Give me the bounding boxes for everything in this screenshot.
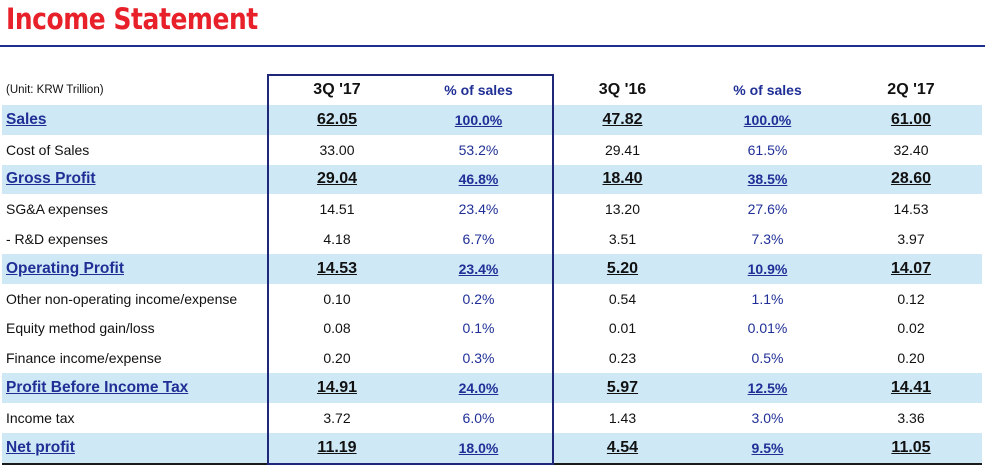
value-3q16-cell: 13.20 bbox=[604, 201, 641, 218]
value-3q16-cell: 0.23 bbox=[608, 350, 637, 367]
value-3q16-cell: 0.54 bbox=[608, 290, 637, 307]
value-2q17-cell: 32.40 bbox=[893, 141, 929, 158]
row-label: Gross Profit bbox=[2, 164, 267, 195]
pct-3q16-cell: 0.5% bbox=[751, 350, 784, 367]
row-label: Sales bbox=[2, 105, 267, 135]
table-row: Finance income/expense 0.20 0.3% 0.23 0.5% 0.… bbox=[2, 343, 982, 373]
column-header-3q17: 3Q '17 bbox=[313, 81, 361, 98]
pct-3q17-cell: 0.3% bbox=[462, 350, 495, 367]
value-2q17-cell: 0.12 bbox=[897, 290, 925, 307]
pct-3q17-cell: 6.7% bbox=[462, 231, 495, 248]
value-3q17-cell: 29.04 bbox=[267, 164, 407, 195]
table-row: Profit Before Income Tax 14.91 24.0% 5.97 12… bbox=[2, 373, 982, 403]
table-row: - R&D expenses 4.18 6.7% 3.51 7.3% 3.97 bbox=[2, 224, 982, 254]
value-3q16-cell: 47.82 bbox=[550, 105, 695, 135]
pct-3q17-cell: 23.4% bbox=[407, 253, 550, 284]
value-3q16-cell: 3.51 bbox=[608, 231, 637, 248]
value-2q17-cell: 3.36 bbox=[897, 409, 925, 426]
value-2q17-cell: 61.00 bbox=[840, 105, 982, 135]
row-label: Profit Before Income Tax bbox=[2, 373, 267, 403]
column-header-3q16: 3Q '16 bbox=[598, 81, 647, 98]
table-row: Net profit 11.19 18.0% 4.54 9.5% 11.05 bbox=[2, 432, 982, 465]
pct-3q17-cell: 18.0% bbox=[407, 432, 550, 465]
column-header-pct-3q16: % of sales bbox=[733, 82, 802, 98]
value-3q17-cell: 0.08 bbox=[323, 320, 351, 337]
pct-3q17-cell: 24.0% bbox=[407, 373, 550, 403]
row-label: Equity method gain/loss bbox=[6, 320, 155, 337]
column-header-pct-3q17: % of sales bbox=[444, 82, 513, 98]
row-label: Operating Profit bbox=[2, 253, 267, 284]
pct-3q16-cell: 61.5% bbox=[747, 141, 788, 158]
row-label: Other non-operating income/expense bbox=[6, 290, 238, 307]
table-row: SG&A expenses 14.51 23.4% 13.20 27.6% 14.53 bbox=[2, 194, 982, 224]
table-row: Gross Profit 29.04 46.8% 18.40 38.5% 28.60 bbox=[2, 164, 982, 195]
value-3q17-cell: 0.20 bbox=[323, 350, 351, 367]
value-2q17-cell: 0.20 bbox=[897, 350, 925, 367]
value-3q17-cell: 11.19 bbox=[267, 432, 407, 465]
page-title: Income Statement bbox=[6, 2, 258, 36]
value-3q16-cell: 1.43 bbox=[608, 409, 637, 426]
value-2q17-cell: 14.41 bbox=[840, 373, 982, 403]
row-label: Finance income/expense bbox=[6, 350, 162, 367]
row-label: SG&A expenses bbox=[6, 201, 108, 218]
value-3q17-cell: 14.91 bbox=[267, 373, 407, 403]
table-row: Operating Profit 14.53 23.4% 5.20 10.9% 14.07 bbox=[2, 253, 982, 284]
value-2q17-cell: 11.05 bbox=[840, 432, 982, 465]
pct-3q16-cell: 1.1% bbox=[751, 290, 784, 307]
pct-3q16-cell: 9.5% bbox=[695, 432, 840, 465]
value-2q17-cell: 0.02 bbox=[897, 320, 925, 337]
title-divider bbox=[0, 45, 985, 47]
pct-3q17-cell: 53.2% bbox=[458, 141, 499, 158]
value-3q17-cell: 14.51 bbox=[319, 201, 355, 218]
table-row: Income tax 3.72 6.0% 1.43 3.0% 3.36 bbox=[2, 403, 982, 433]
value-3q16-cell: 4.54 bbox=[550, 432, 695, 465]
value-3q17-cell: 0.10 bbox=[323, 290, 351, 307]
pct-3q16-cell: 27.6% bbox=[747, 201, 788, 218]
pct-3q17-cell: 46.8% bbox=[407, 164, 550, 195]
pct-3q16-cell: 38.5% bbox=[695, 164, 840, 195]
value-3q17-cell: 33.00 bbox=[319, 141, 355, 158]
value-2q17-cell: 14.53 bbox=[893, 201, 929, 218]
pct-3q16-cell: 3.0% bbox=[751, 409, 784, 426]
value-3q17-cell: 4.18 bbox=[323, 231, 351, 248]
pct-3q17-cell: 0.1% bbox=[462, 320, 495, 337]
pct-3q16-cell: 0.01% bbox=[747, 320, 788, 337]
column-header-2q17: 2Q '17 bbox=[887, 81, 935, 98]
unit-label: (Unit: KRW Trillion) bbox=[6, 84, 104, 96]
pct-3q16-cell: 10.9% bbox=[695, 253, 840, 284]
value-3q17-cell: 62.05 bbox=[267, 105, 407, 135]
pct-3q17-cell: 0.2% bbox=[462, 290, 495, 307]
value-2q17-cell: 28.60 bbox=[840, 164, 982, 195]
table-row: Equity method gain/loss 0.08 0.1% 0.01 0.01%… bbox=[2, 314, 982, 344]
pct-3q16-cell: 100.0% bbox=[695, 105, 840, 135]
pct-3q17-cell: 6.0% bbox=[462, 409, 495, 426]
value-3q16-cell: 5.97 bbox=[550, 373, 695, 403]
value-3q16-cell: 0.01 bbox=[608, 320, 637, 337]
value-2q17-cell: 3.97 bbox=[897, 231, 925, 248]
pct-3q17-cell: 100.0% bbox=[407, 105, 550, 135]
table-header-row: (Unit: KRW Trillion) 3Q '17 % of sales 3… bbox=[2, 75, 982, 105]
value-3q17-cell: 14.53 bbox=[267, 253, 407, 284]
value-3q16-cell: 29.41 bbox=[604, 141, 641, 158]
row-label: - R&D expenses bbox=[6, 231, 108, 248]
pct-3q16-cell: 12.5% bbox=[695, 373, 840, 403]
row-label: Cost of Sales bbox=[6, 141, 90, 158]
row-label: Net profit bbox=[2, 432, 267, 465]
table-row: Other non-operating income/expense 0.10 0.… bbox=[2, 284, 982, 314]
value-3q16-cell: 5.20 bbox=[550, 253, 695, 284]
value-3q17-cell: 3.72 bbox=[323, 409, 351, 426]
table-row: Cost of Sales 33.00 53.2% 29.41 61.5% 32.40 bbox=[2, 135, 982, 165]
value-3q16-cell: 18.40 bbox=[550, 164, 695, 195]
row-label: Income tax bbox=[6, 409, 75, 426]
value-2q17-cell: 14.07 bbox=[840, 253, 982, 284]
pct-3q17-cell: 23.4% bbox=[458, 201, 499, 218]
income-statement-table: (Unit: KRW Trillion) 3Q '17 % of sales 3… bbox=[2, 75, 982, 465]
table-row: Sales 62.05 100.0% 47.82 100.0% 61.00 bbox=[2, 105, 982, 135]
pct-3q16-cell: 7.3% bbox=[751, 231, 784, 248]
